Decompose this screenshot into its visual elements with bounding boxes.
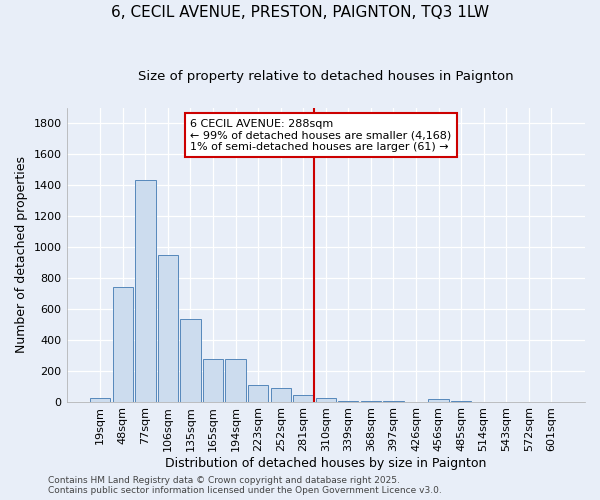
Y-axis label: Number of detached properties: Number of detached properties xyxy=(15,156,28,353)
X-axis label: Distribution of detached houses by size in Paignton: Distribution of detached houses by size … xyxy=(165,457,487,470)
Bar xyxy=(135,180,155,402)
Bar xyxy=(113,287,133,402)
Bar xyxy=(361,401,381,402)
Bar xyxy=(451,401,471,402)
Bar xyxy=(248,386,268,402)
Bar xyxy=(158,254,178,402)
Bar xyxy=(383,401,404,402)
Text: Contains HM Land Registry data © Crown copyright and database right 2025.
Contai: Contains HM Land Registry data © Crown c… xyxy=(48,476,442,495)
Text: 6 CECIL AVENUE: 288sqm
← 99% of detached houses are smaller (4,168)
1% of semi-d: 6 CECIL AVENUE: 288sqm ← 99% of detached… xyxy=(190,118,452,152)
Bar xyxy=(271,388,291,402)
Bar xyxy=(90,398,110,402)
Text: 6, CECIL AVENUE, PRESTON, PAIGNTON, TQ3 1LW: 6, CECIL AVENUE, PRESTON, PAIGNTON, TQ3 … xyxy=(111,5,489,20)
Bar xyxy=(338,401,358,402)
Bar xyxy=(203,359,223,402)
Bar xyxy=(293,394,313,402)
Bar xyxy=(428,400,449,402)
Title: Size of property relative to detached houses in Paignton: Size of property relative to detached ho… xyxy=(138,70,514,83)
Bar xyxy=(316,398,336,402)
Bar xyxy=(181,319,200,402)
Bar xyxy=(226,359,246,402)
